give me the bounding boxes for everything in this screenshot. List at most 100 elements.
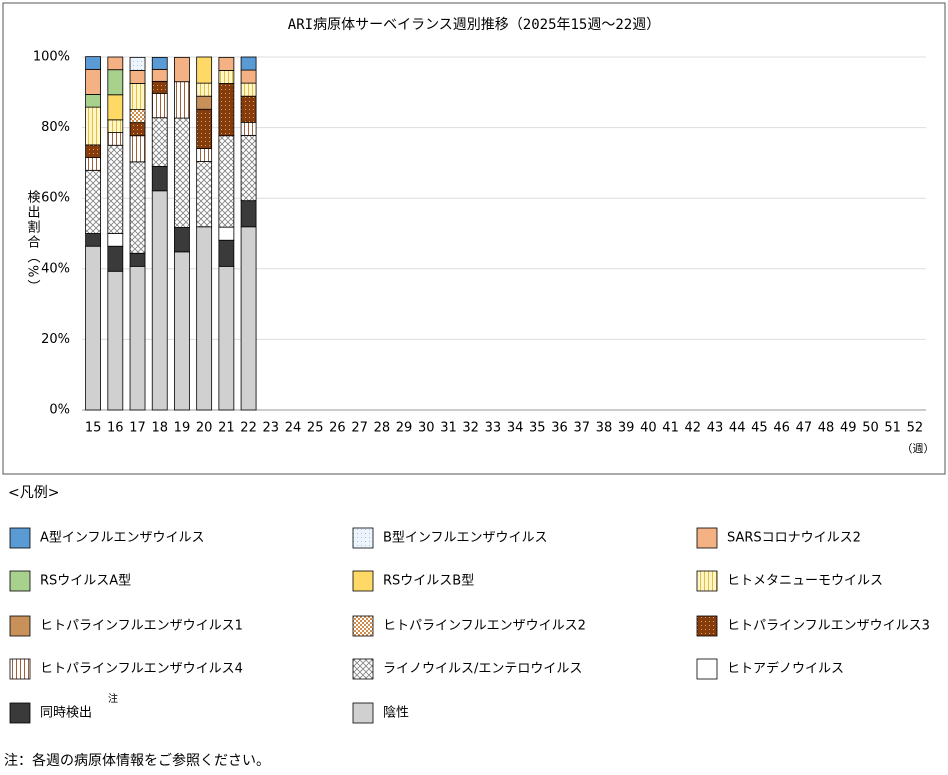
legend-label: SARSコロナウイルス2 — [727, 531, 861, 546]
bar-segment — [129, 70, 146, 84]
legend-label: ヒトパラインフルエンザウイルス3 — [727, 619, 930, 634]
bar-segment — [107, 56, 124, 71]
x-tick-label: 19 — [174, 421, 191, 436]
bar-segment — [240, 82, 257, 97]
legend-label: ヒトパラインフルエンザウイルス1 — [40, 619, 243, 634]
bar-segment — [129, 265, 146, 411]
legend-title: <凡例> — [8, 485, 59, 501]
x-tick-label: 37 — [573, 421, 590, 436]
x-tick-label: 18 — [151, 421, 168, 436]
x-tick-label: 39 — [618, 421, 635, 436]
bar-segment — [240, 121, 257, 136]
legend-swatch — [352, 570, 374, 592]
x-tick-label: 24 — [285, 421, 302, 436]
legend-label: B型インフルエンザウイルス — [383, 531, 548, 546]
bar-segment — [218, 83, 235, 137]
bar-segment — [85, 169, 102, 234]
x-tick-label: 38 — [596, 421, 613, 436]
bar-segment — [85, 144, 102, 159]
x-tick-label: 51 — [884, 421, 901, 436]
x-tick-label: 31 — [440, 421, 457, 436]
legend-swatch — [352, 702, 374, 724]
legend-label: RSウイルスB型 — [383, 574, 474, 589]
bar-segment — [240, 69, 257, 84]
legend-label: ヒトパラインフルエンザウイルス2 — [383, 619, 586, 634]
y-tick-label: 40% — [41, 261, 70, 276]
footnote: 注：各週の病原体情報をご参照ください。 — [4, 752, 270, 769]
bar-segment — [151, 190, 168, 411]
bar-segment — [107, 144, 124, 234]
x-tick-label: 21 — [218, 421, 235, 436]
bar-segment — [218, 239, 235, 267]
bar-segment — [196, 56, 213, 84]
x-tick-label: 42 — [685, 421, 702, 436]
bar-segment — [129, 83, 146, 110]
legend-swatch — [9, 658, 31, 680]
y-tick-label: 20% — [41, 332, 70, 347]
bar-segment — [107, 94, 124, 121]
bar-segment — [129, 122, 146, 137]
bar-segment — [240, 56, 257, 71]
bar-segment — [129, 252, 146, 267]
bar-segment — [218, 135, 235, 228]
x-tick-label: 44 — [729, 421, 746, 436]
bar-segment — [107, 270, 124, 411]
bar-segment — [107, 233, 124, 247]
legend-swatch — [352, 615, 374, 637]
legend-swatch — [696, 527, 718, 549]
y-axis-label: 検出割合（%） — [25, 190, 41, 294]
bar-segment — [240, 200, 257, 228]
x-tick-label: 28 — [374, 421, 391, 436]
x-tick-label: 40 — [640, 421, 657, 436]
bar-segment — [174, 81, 190, 119]
legend-label: ヒトアデノウイルス — [727, 661, 844, 677]
y-tick-label: 80% — [41, 120, 70, 135]
bar-segment — [196, 82, 213, 97]
legend-swatch — [9, 702, 31, 724]
legend-swatch — [696, 658, 718, 680]
bar-segment — [85, 56, 102, 70]
x-tick-label: 26 — [329, 421, 346, 436]
x-tick-label: 17 — [129, 421, 146, 436]
legend-label: RSウイルスA型 — [40, 574, 131, 589]
x-tick-label: 15 — [85, 421, 102, 436]
x-tick-label: 29 — [396, 421, 413, 436]
x-axis-unit: （週） — [902, 442, 935, 455]
legend-swatch — [696, 615, 718, 637]
bar-segment — [151, 56, 168, 70]
bar-segment — [85, 94, 102, 108]
x-tick-label: 16 — [107, 421, 124, 436]
bar-segment — [129, 109, 146, 124]
x-tick-label: 49 — [840, 421, 857, 436]
x-tick-label: 22 — [240, 421, 257, 436]
bar-segment — [107, 69, 124, 96]
bar-segment — [218, 70, 235, 84]
bar-segment — [85, 233, 102, 247]
legend-swatch — [352, 527, 374, 549]
x-tick-label: 48 — [818, 421, 835, 436]
bar-segment — [174, 251, 190, 411]
x-tick-label: 27 — [351, 421, 368, 436]
legend-label: 陰性 — [383, 706, 409, 721]
bar-segment — [85, 68, 102, 95]
bar-segment — [240, 134, 257, 202]
bar-segment — [107, 132, 124, 146]
bar-segment — [151, 166, 168, 192]
bar-segment — [196, 148, 213, 162]
x-tick-label: 50 — [862, 421, 879, 436]
bar-segment — [196, 95, 213, 110]
bar-segment — [218, 265, 235, 411]
x-tick-label: 20 — [196, 421, 213, 436]
legend-label: ヒトメタニューモウイルス — [727, 574, 883, 589]
bar-segment — [151, 117, 168, 167]
legend-label: 同時検出 — [40, 706, 92, 721]
bar-segment — [151, 80, 168, 94]
bar-segment — [218, 226, 235, 241]
legend-swatch — [9, 570, 31, 592]
bar-segment — [151, 92, 168, 119]
legend-note-mark: 注 — [108, 692, 118, 705]
bar-segment — [85, 245, 102, 411]
y-tick-label: 100% — [33, 50, 70, 65]
x-tick-label: 35 — [529, 421, 546, 436]
